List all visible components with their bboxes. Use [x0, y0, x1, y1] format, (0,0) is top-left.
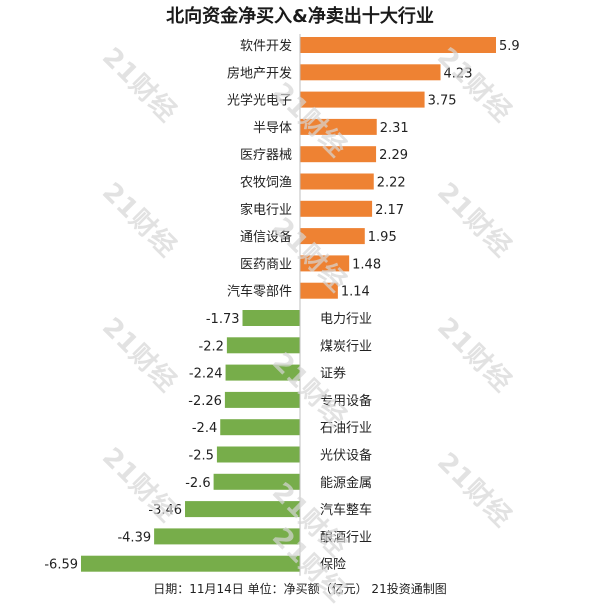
value-label: -6.59: [44, 558, 78, 573]
category-label: 医疗器械: [240, 148, 292, 163]
category-label: 汽车零部件: [227, 284, 292, 300]
value-label: -2.24: [189, 367, 223, 382]
value-label: 2.17: [375, 203, 404, 218]
value-label: 1.14: [341, 285, 370, 300]
category-label: 酿酒行业: [320, 529, 372, 545]
bar-positive: [300, 37, 496, 53]
value-label: -3.46: [148, 503, 182, 518]
value-label: 5.9: [499, 39, 520, 54]
value-label: 3.75: [428, 94, 457, 109]
category-label: 半导体: [253, 121, 292, 136]
category-label: 医药商业: [240, 257, 292, 272]
value-label: -2.4: [192, 421, 217, 436]
bar-positive: [300, 64, 441, 81]
value-label: -2.2: [199, 339, 224, 354]
category-label: 汽车整车: [320, 502, 372, 518]
value-label: -2.26: [188, 394, 222, 409]
value-label: -2.6: [185, 476, 210, 491]
category-label: 煤炭行业: [320, 339, 372, 354]
chart-title: 北向资金净买入&净卖出十大行业: [166, 6, 434, 27]
bar-negative: [81, 555, 300, 572]
value-label: 2.31: [380, 121, 409, 136]
category-label: 专用设备: [320, 393, 372, 409]
bar-negative: [220, 419, 300, 436]
bar-negative: [213, 473, 300, 490]
bar-negative: [226, 337, 300, 354]
bar-positive: [300, 146, 377, 163]
bar-negative: [242, 310, 300, 326]
bar-positive: [300, 228, 365, 245]
category-label: 保险: [320, 558, 346, 573]
value-label: -4.39: [117, 530, 151, 545]
category-label: 软件开发: [240, 38, 292, 54]
value-label: -2.5: [189, 449, 214, 464]
category-label: 光伏设备: [320, 448, 372, 464]
category-label: 石油行业: [320, 421, 372, 436]
bar-negative: [224, 391, 300, 408]
category-label: 能源金属: [320, 475, 372, 491]
value-label: -1.73: [206, 312, 240, 327]
bar-negative: [216, 446, 300, 463]
bar-positive: [300, 255, 350, 272]
value-label: 2.29: [379, 148, 408, 163]
bar-negative: [225, 364, 300, 381]
category-label: 光学光电子: [227, 93, 292, 109]
category-label: 证券: [320, 366, 346, 382]
category-label: 农牧饲渔: [240, 176, 292, 191]
bar-positive: [300, 200, 373, 217]
bar-positive: [300, 91, 425, 108]
chart-footer: 日期：11月14日 单位：净买额（亿元） 21投资通制图: [153, 582, 447, 596]
bar-positive: [300, 173, 374, 190]
category-label: 家电行业: [240, 202, 292, 218]
bar-positive: [300, 118, 377, 135]
value-label: 1.48: [352, 257, 381, 272]
bar-positive: [300, 282, 338, 299]
value-label: 2.22: [377, 176, 406, 191]
value-label: 1.95: [368, 230, 397, 245]
bar-negative: [154, 528, 300, 545]
value-label: 4.23: [444, 66, 473, 81]
category-label: 通信设备: [240, 229, 292, 245]
bar-negative: [185, 501, 300, 518]
category-label: 房地产开发: [227, 65, 292, 81]
category-label: 电力行业: [320, 312, 372, 327]
